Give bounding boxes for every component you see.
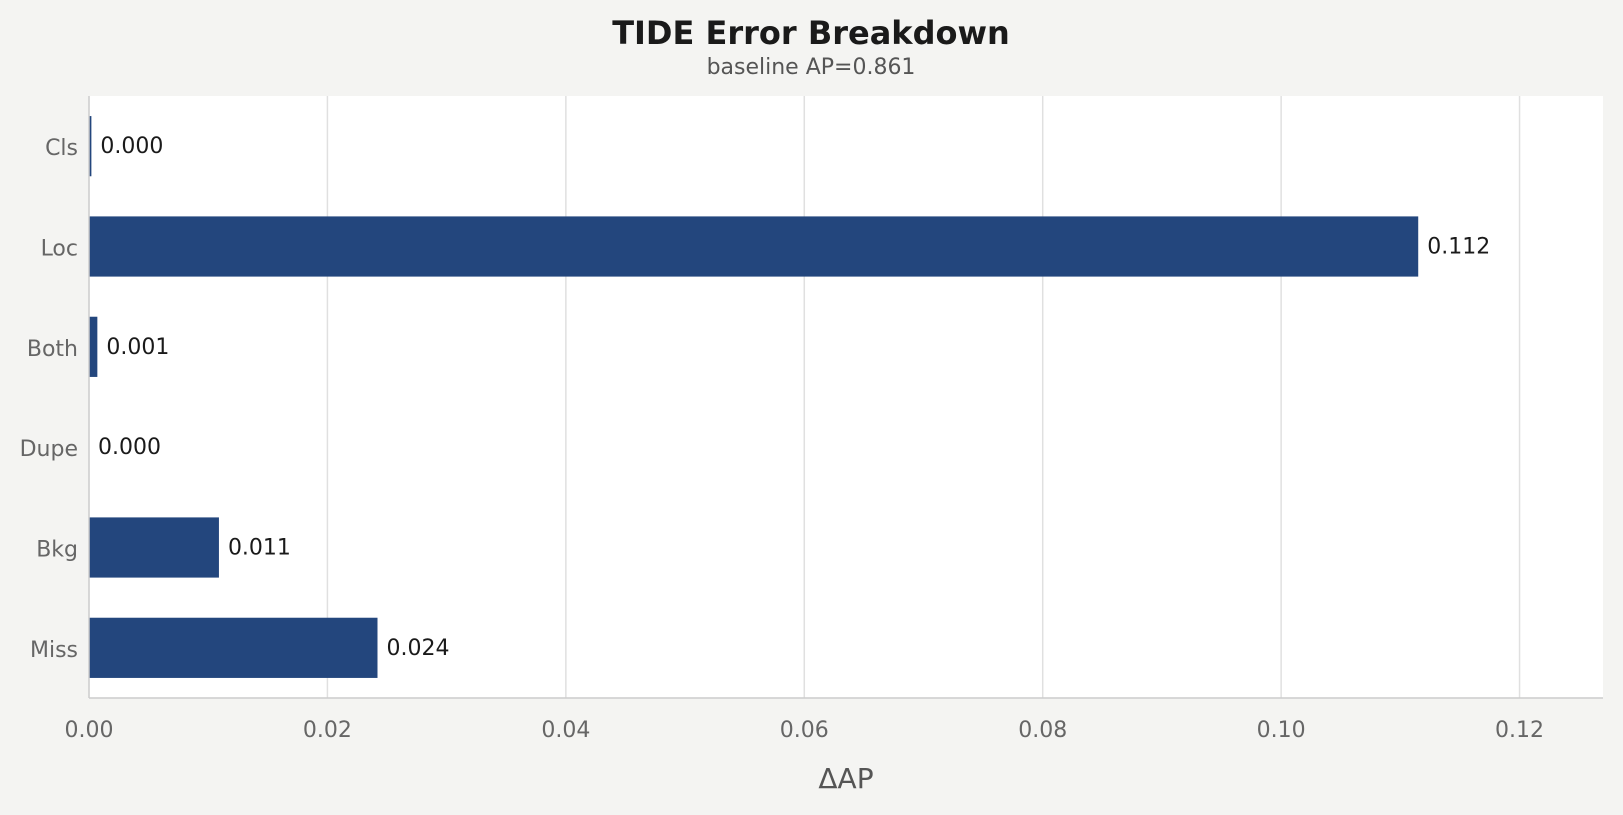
x-tick-label: 0.08	[1018, 718, 1067, 743]
bar-bkg	[89, 517, 219, 578]
bar-both	[89, 316, 98, 377]
bar-loc	[89, 216, 1419, 277]
category-label-bkg: Bkg	[36, 538, 78, 563]
category-label-loc: Loc	[41, 237, 78, 262]
gridlines	[326, 96, 1521, 698]
value-label-miss: 0.024	[386, 636, 449, 661]
x-tick-label: 0.04	[541, 718, 590, 743]
x-tick-label: 0.02	[303, 718, 352, 743]
plot-area	[89, 96, 1603, 698]
x-tick-label: 0.00	[65, 718, 114, 743]
category-label-dupe: Dupe	[20, 437, 78, 462]
chart-subtitle: baseline AP=0.861	[707, 55, 916, 80]
x-tick-label: 0.10	[1257, 718, 1306, 743]
value-label-loc: 0.112	[1427, 235, 1490, 260]
bar-miss	[89, 617, 378, 678]
value-label-dupe: 0.000	[98, 435, 161, 460]
category-label-miss: Miss	[30, 638, 78, 663]
value-label-both: 0.001	[106, 335, 169, 360]
bar-cls	[89, 116, 92, 177]
value-label-cls: 0.000	[100, 134, 163, 159]
x-tick-label: 0.12	[1495, 718, 1544, 743]
x-tick-label: 0.06	[780, 718, 829, 743]
bars	[89, 116, 1419, 678]
category-labels: Cls Loc Both Dupe Bkg Miss	[20, 136, 78, 663]
value-labels: 0.000 0.112 0.001 0.000 0.011 0.024	[98, 134, 1490, 661]
category-label-cls: Cls	[45, 136, 78, 161]
x-axis-label: ΔAP	[818, 762, 873, 795]
value-label-bkg: 0.011	[228, 536, 291, 561]
chart-title: TIDE Error Breakdown	[612, 14, 1010, 52]
x-tick-labels: 0.00 0.02 0.04 0.06 0.08 0.10 0.12	[65, 718, 1545, 743]
category-label-both: Both	[27, 337, 78, 362]
